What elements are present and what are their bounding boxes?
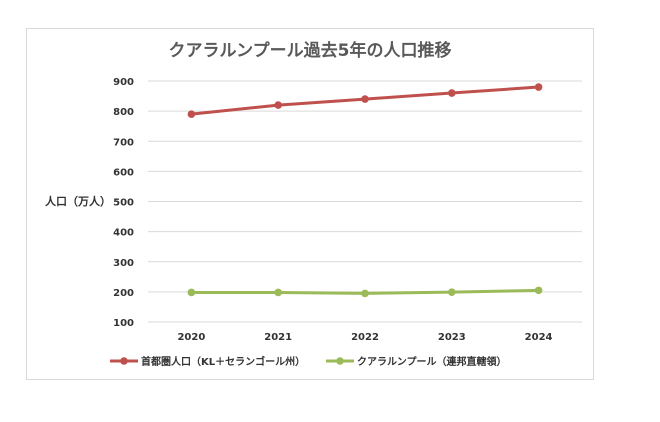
data-point <box>187 288 196 297</box>
y-tick-labels: 100 200 300 400 500 600 700 800 900 <box>113 77 134 329</box>
x-tick-labels: 2020 2021 2022 2023 2024 <box>177 332 552 343</box>
data-point <box>534 286 543 295</box>
y-tick-label: 800 <box>113 107 134 118</box>
x-tick-label: 2022 <box>351 332 379 343</box>
y-axis-label: 人口（万人） <box>45 194 111 208</box>
legend-label: クアラルンプール（連邦直轄領） <box>357 355 507 368</box>
chart-frame <box>26 28 594 380</box>
y-tick-label: 700 <box>113 137 134 148</box>
series-group <box>187 83 543 298</box>
legend-label: 首都圏人口（KL＋セランゴール州） <box>141 355 305 368</box>
x-tick-label: 2020 <box>177 332 205 343</box>
data-point <box>361 289 369 298</box>
y-tick-label: 200 <box>113 288 134 299</box>
x-tick-label: 2021 <box>264 332 292 343</box>
data-point <box>448 288 456 296</box>
legend-marker <box>120 357 128 365</box>
data-point <box>274 288 283 297</box>
legend-marker <box>336 357 344 365</box>
y-tick-label: 900 <box>113 77 134 88</box>
y-tick-label: 300 <box>113 258 134 269</box>
legend: 首都圏人口（KL＋セランゴール州） クアラルンプール（連邦直轄領） <box>110 355 507 368</box>
y-tick-label: 500 <box>113 198 134 209</box>
chart-title: クアラルンプール過去5年の人口推移 <box>169 40 452 61</box>
gridlines <box>148 80 582 323</box>
y-tick-label: 600 <box>113 167 134 178</box>
data-point <box>361 95 369 103</box>
data-point <box>448 89 456 97</box>
y-tick-label: 400 <box>113 228 134 239</box>
x-tick-label: 2024 <box>525 332 553 343</box>
data-point <box>534 83 543 91</box>
x-tick-label: 2023 <box>438 332 466 343</box>
data-point <box>187 110 196 118</box>
y-tick-label: 100 <box>113 318 134 329</box>
data-point <box>274 101 283 109</box>
